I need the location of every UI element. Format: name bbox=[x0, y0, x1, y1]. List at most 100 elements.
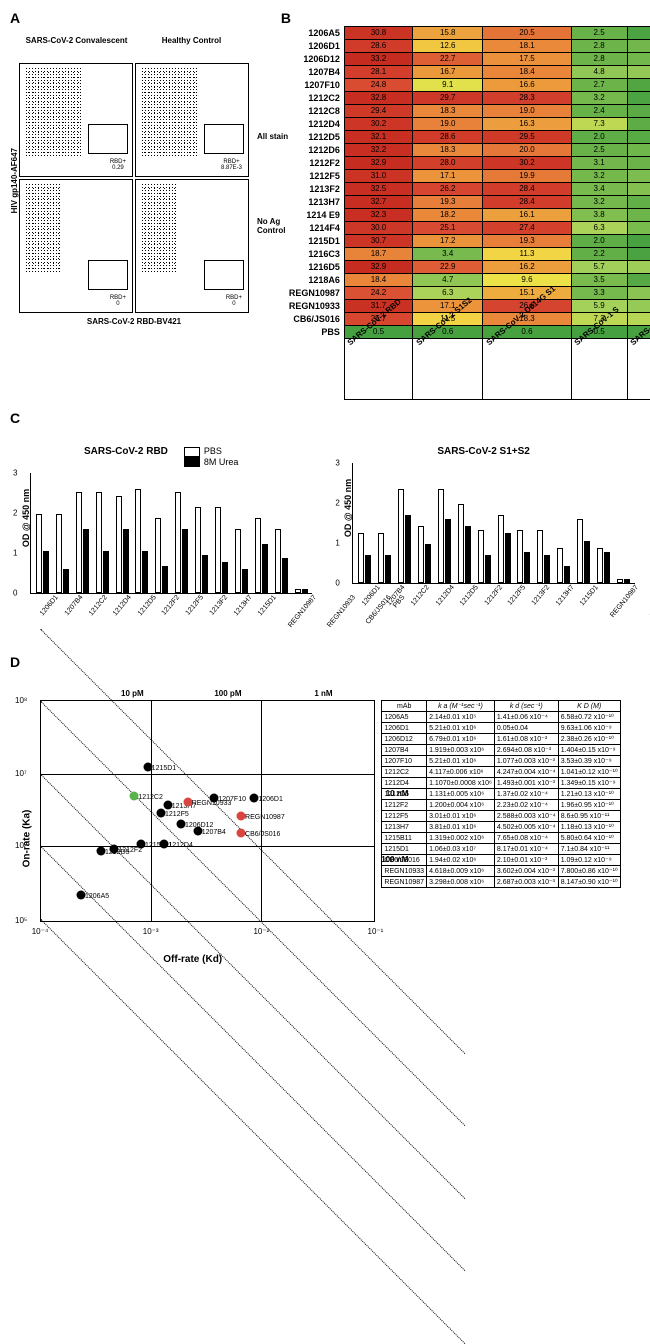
heatmap-cell: 1.4 bbox=[627, 274, 650, 287]
heatmap-cell: 17.1 bbox=[413, 170, 483, 183]
heatmap-cell: 24.8 bbox=[344, 79, 412, 92]
heatmap-cell: 32.5 bbox=[344, 183, 412, 196]
scatter-cell-1: RBD+ 8.87E-3 bbox=[135, 63, 249, 177]
heatmap-cell: 2.0 bbox=[571, 131, 627, 144]
panel-c-container: C SARS-CoV-2 RBDPBS8M UreaOD @ 450 nm012… bbox=[10, 410, 640, 634]
heatmap-cell: 0.7 bbox=[627, 235, 650, 248]
kin-cell: 1206A5 bbox=[382, 712, 427, 723]
kin-cell: 6.58±0.72 x10⁻¹⁰ bbox=[558, 712, 620, 723]
heatmap-cell: 30.7 bbox=[344, 235, 412, 248]
scatter-cell-0: RBD+ 0.29 bbox=[19, 63, 133, 177]
heatmap-cell: 18.2 bbox=[413, 209, 483, 222]
kin-cell: 1.21±0.13 x10⁻¹⁰ bbox=[558, 789, 620, 800]
kin-cell: 4.247±0.004 x10⁻⁴ bbox=[494, 767, 558, 778]
heatmap-cell: 15.8 bbox=[413, 27, 483, 40]
heatmap-rowhdr: 1207B4 bbox=[289, 66, 345, 79]
heatmap-cell: 22.9 bbox=[413, 261, 483, 274]
heatmap-cell: 4.9 bbox=[627, 66, 650, 79]
heatmap-cell: 28.4 bbox=[483, 196, 571, 209]
kin-cell: 1206D12 bbox=[382, 734, 427, 745]
kin-cell: 3.53±0.39 x10⁻⁹ bbox=[558, 756, 620, 767]
kin-cell: 2.687±0.003 x10⁻³ bbox=[494, 877, 558, 888]
heatmap-cell: 28.0 bbox=[413, 157, 483, 170]
heatmap-cell: 6.3 bbox=[413, 287, 483, 300]
kin-cell: 7.800±0.86 x10⁻¹⁰ bbox=[558, 866, 620, 877]
heatmap-cell: 28.3 bbox=[483, 92, 571, 105]
kin-cell: 1215B11 bbox=[382, 833, 427, 844]
kin-cell: 1213H7 bbox=[382, 822, 427, 833]
heatmap-rowhdr: 1206D12 bbox=[289, 53, 345, 66]
heatmap-cell: 1.2 bbox=[627, 79, 650, 92]
heatmap-cell: 3.5 bbox=[571, 274, 627, 287]
heatmap-cell: 2.4 bbox=[571, 105, 627, 118]
heatmap-cell: 2.8 bbox=[571, 53, 627, 66]
heatmap-cell: 2.5 bbox=[571, 144, 627, 157]
kin-cell: 1.131±0.005 x10⁶ bbox=[427, 789, 495, 800]
legend: PBS8M Urea bbox=[184, 446, 239, 467]
heatmap-rowhdr: 1212C2 bbox=[289, 92, 345, 105]
heatmap-cell: 11.3 bbox=[483, 248, 571, 261]
heatmap-cell: 2.7 bbox=[571, 79, 627, 92]
panel-b: B 1206A530.815.820.52.50.91.11206D128.61… bbox=[281, 10, 640, 400]
panel-d-container: D On-rate (Ka) 10 pM100 pM1 nM10 nM100 n… bbox=[10, 654, 640, 965]
heatmap-cell: 0.9 bbox=[627, 92, 650, 105]
heatmap-cell: 17.2 bbox=[413, 235, 483, 248]
heatmap-rowhdr: 1215D1 bbox=[289, 235, 345, 248]
d-xlabel: Off-rate (Kd) bbox=[10, 954, 375, 965]
kin-cell: 1.404±0.15 x10⁻⁹ bbox=[558, 745, 620, 756]
kin-cell: 4.502±0.005 x10⁻⁴ bbox=[494, 822, 558, 833]
heatmap-cell: 7.3 bbox=[571, 118, 627, 131]
heatmap-rowhdr: 1214 E9 bbox=[289, 209, 345, 222]
heatmap-cell: 22.7 bbox=[413, 53, 483, 66]
heatmap-cell: 30.2 bbox=[344, 118, 412, 131]
heatmap-cell: 16.6 bbox=[483, 79, 571, 92]
heatmap-cell: 12.6 bbox=[413, 40, 483, 53]
heatmap-cell: 18.1 bbox=[483, 40, 571, 53]
heatmap-cell: 32.9 bbox=[344, 261, 412, 274]
heatmap-cell: 30.8 bbox=[344, 27, 412, 40]
heatmap-cell: 3.4 bbox=[413, 248, 483, 261]
heatmap-cell: 3.5 bbox=[627, 222, 650, 235]
kin-cell: 8.17±0.01 x10⁻⁴ bbox=[494, 844, 558, 855]
heatmap-cell: 30.0 bbox=[344, 222, 412, 235]
panel-a-label: A bbox=[10, 10, 20, 26]
kin-cell: 1.041±0.12 x10⁻¹⁰ bbox=[558, 767, 620, 778]
kin-cell: 1.96±0.95 x10⁻¹⁰ bbox=[558, 800, 620, 811]
heatmap-cell: 3.2 bbox=[571, 170, 627, 183]
kin-cell: 1.319±0.002 x10⁶ bbox=[427, 833, 495, 844]
kin-cell: 1.349±0.15 x10⁻⁹ bbox=[558, 778, 620, 789]
kin-cell: 8.6±0.95 x10⁻¹¹ bbox=[558, 811, 620, 822]
heatmap-cell: 2.7 bbox=[627, 157, 650, 170]
heatmap-rowhdr: 1212D4 bbox=[289, 118, 345, 131]
kin-cell: 2.10±0.01 x10⁻³ bbox=[494, 855, 558, 866]
kin-cell: 1206D1 bbox=[382, 723, 427, 734]
heatmap-cell: 32.3 bbox=[344, 209, 412, 222]
heatmap-cell: 30.2 bbox=[483, 157, 571, 170]
kin-cell: 2.694±0.08 x10⁻³ bbox=[494, 745, 558, 756]
heatmap-cell: 19.3 bbox=[413, 196, 483, 209]
heatmap-rowhdr: 1212D6 bbox=[289, 144, 345, 157]
heatmap-cell: 2.8 bbox=[627, 209, 650, 222]
kin-cell: 1.493±0.001 x10⁻³ bbox=[494, 778, 558, 789]
heatmap-cell: 3.0 bbox=[627, 53, 650, 66]
heatmap-cell: 19.0 bbox=[483, 105, 571, 118]
heatmap-cell: 18.7 bbox=[344, 248, 412, 261]
heatmap-cell: 4.8 bbox=[571, 66, 627, 79]
kin-cell: 1.94±0.02 x10⁶ bbox=[427, 855, 495, 866]
heatmap-cell: 18.4 bbox=[483, 66, 571, 79]
kin-cell: 7.1±0.84 x10⁻¹¹ bbox=[558, 844, 620, 855]
kin-cell: 1.09±0.12 x10⁻⁹ bbox=[558, 855, 620, 866]
heatmap-cell: 32.7 bbox=[344, 196, 412, 209]
heatmap-rowhdr: 1206A5 bbox=[289, 27, 345, 40]
heatmap-cell: 29.5 bbox=[483, 131, 571, 144]
heatmap-rowhdr: 1212C8 bbox=[289, 105, 345, 118]
panel-a: A HIV gp140-AF647 SARS-CoV-2 Convalescen… bbox=[10, 10, 281, 326]
heatmap-cell: 28.4 bbox=[483, 183, 571, 196]
heatmap-cell: 0.8 bbox=[627, 248, 650, 261]
heatmap-cell: 19.0 bbox=[413, 118, 483, 131]
heatmap-cell: 16.7 bbox=[413, 66, 483, 79]
heatmap-rowhdr: 1214F4 bbox=[289, 222, 345, 235]
kin-cell: 1.200±0.004 x10⁶ bbox=[427, 800, 495, 811]
kin-cell: 7.65±0.08 x10⁻⁴ bbox=[494, 833, 558, 844]
kin-cell: 2.14±0.01 x10⁵ bbox=[427, 712, 495, 723]
